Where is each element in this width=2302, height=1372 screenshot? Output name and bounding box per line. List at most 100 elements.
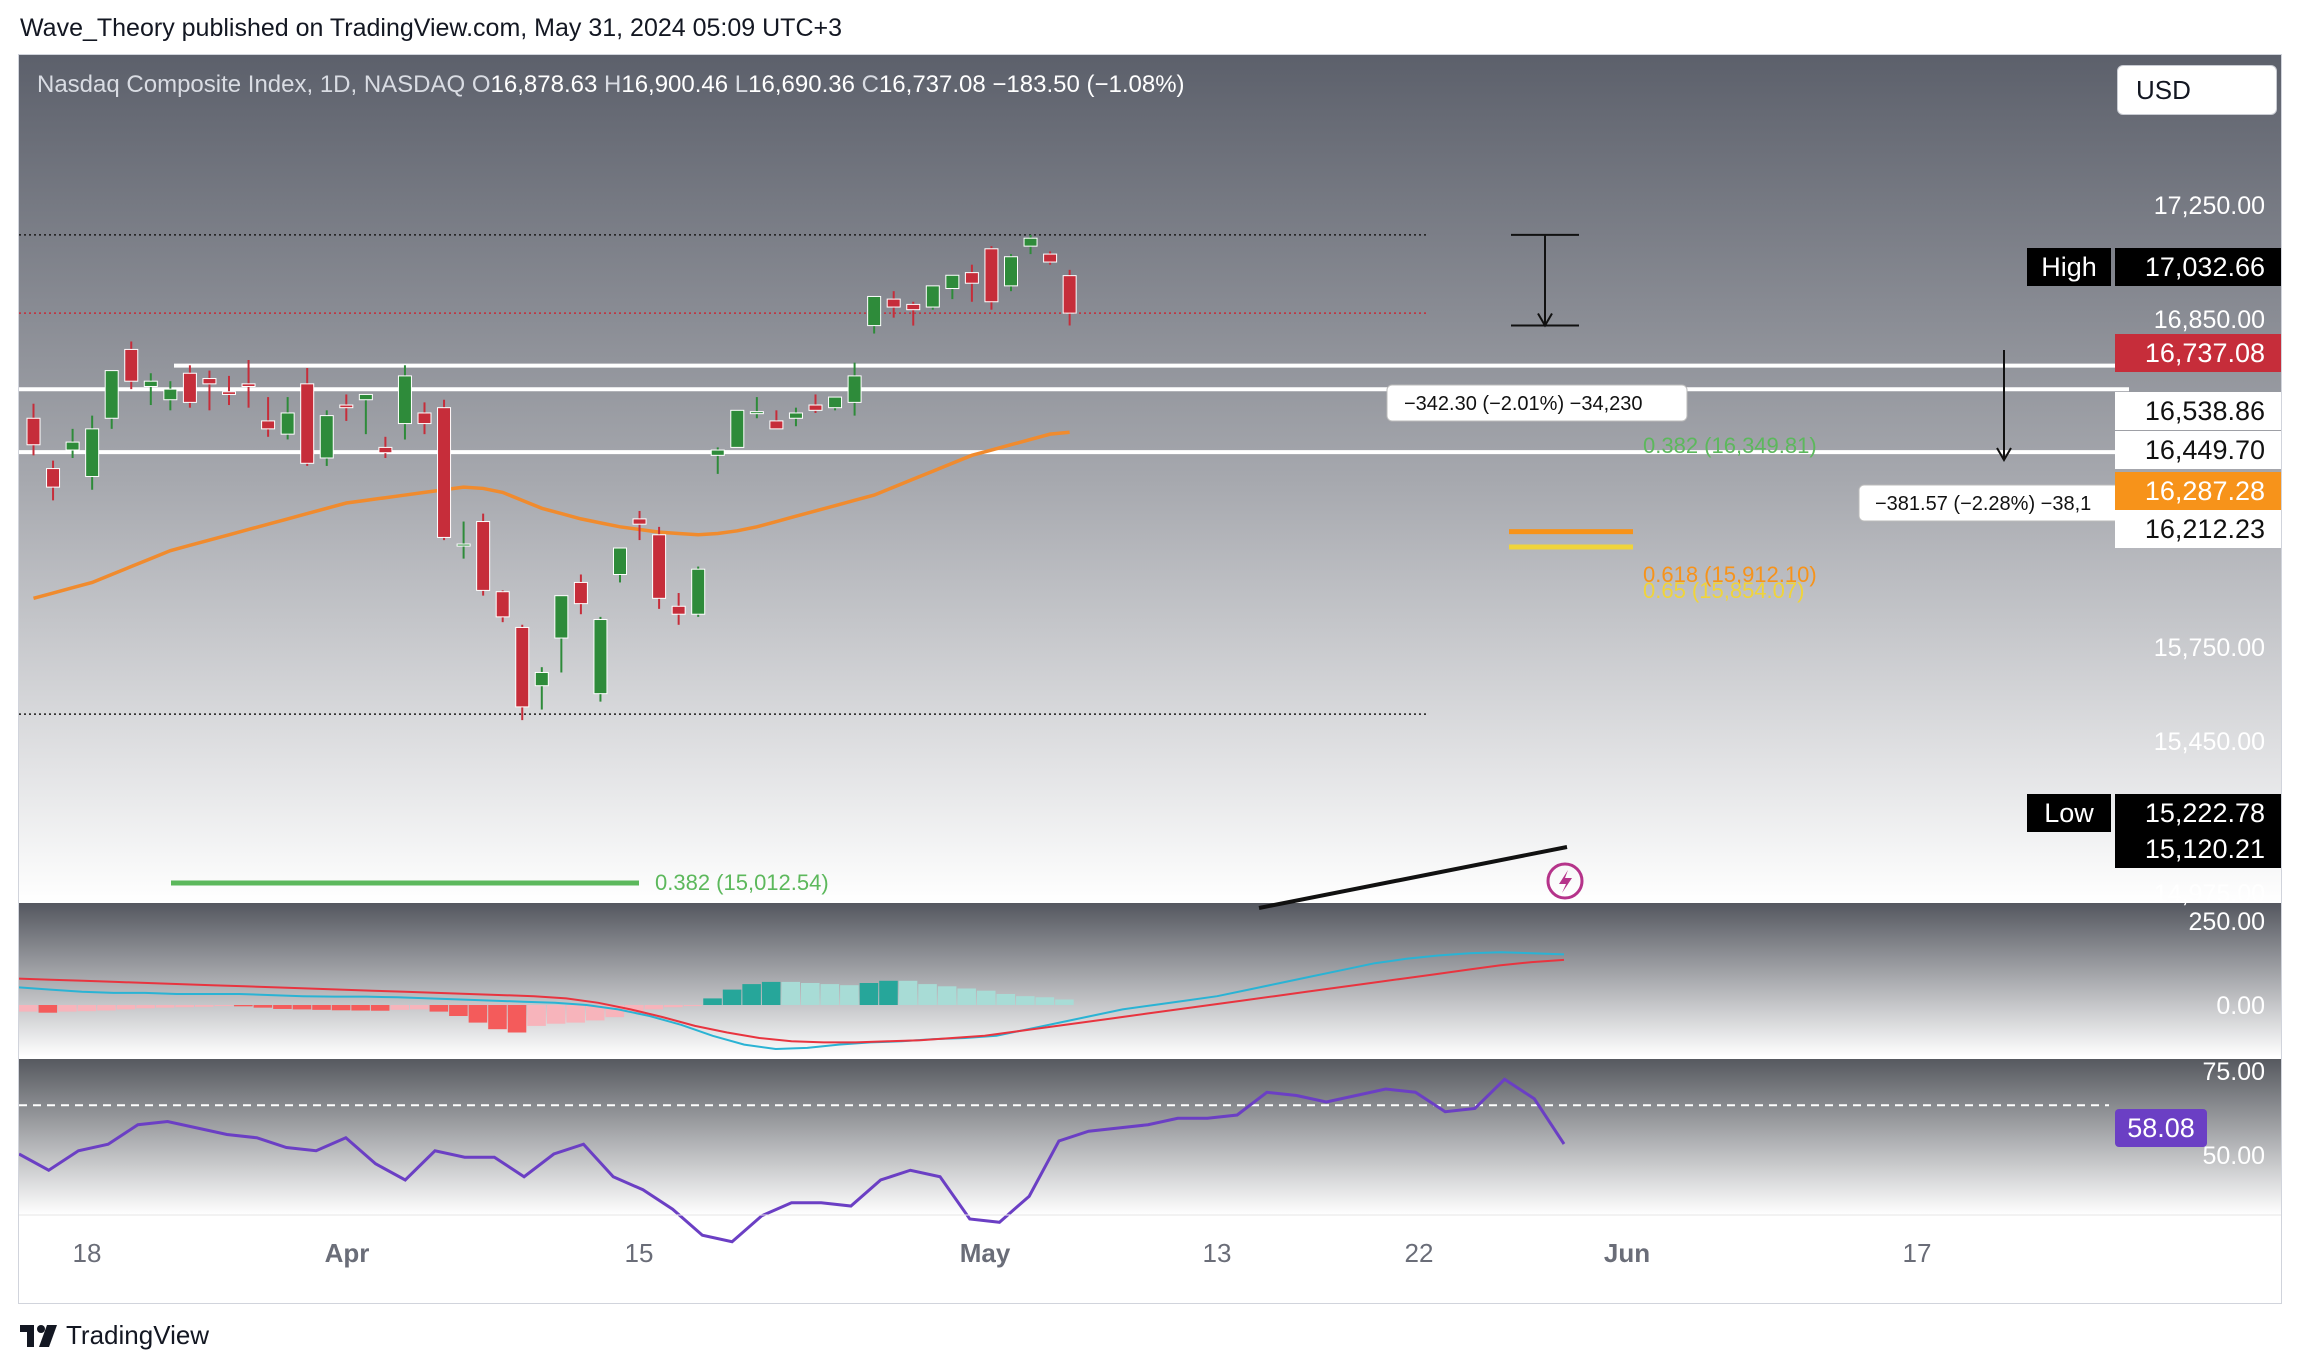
candle-body	[554, 595, 569, 639]
lightning-icon	[1546, 862, 1584, 900]
price-tag-value: 16,449.70	[2145, 435, 2265, 465]
candle-body	[847, 375, 862, 403]
time-tick-label: 18	[73, 1238, 102, 1268]
macd-histogram-bar	[429, 1005, 449, 1012]
candle-body	[906, 303, 921, 311]
candle-body	[1043, 253, 1058, 263]
macd-histogram-bar	[312, 1005, 331, 1010]
tradingview-logo[interactable]: TradingView	[20, 1320, 209, 1351]
candle-body	[85, 428, 100, 478]
candle-body	[788, 412, 803, 419]
time-tick-label: Apr	[325, 1238, 370, 1268]
candles-layer	[26, 234, 1077, 721]
macd-tick-label: 250.00	[2189, 908, 2265, 936]
macd-histogram-bar	[996, 994, 1016, 1005]
macd-histogram-bar	[370, 1005, 390, 1011]
macd-histogram-bar	[937, 986, 957, 1005]
close-label: C	[861, 71, 879, 98]
macd-histogram-bar	[468, 1005, 488, 1023]
macd-histogram-bar	[194, 1005, 214, 1007]
macd-histogram-bar	[625, 1005, 644, 1013]
price-tag-value: 15,222.78	[2145, 798, 2265, 828]
measure-label-box	[1386, 384, 1688, 422]
horizontal-levels-layer	[19, 234, 2129, 715]
candle-body	[534, 671, 549, 687]
rsi-line	[19, 1077, 1566, 1244]
candle-body	[437, 407, 452, 538]
candle-body	[1023, 237, 1038, 247]
candle-body	[378, 446, 393, 454]
projection-label: −381.57 (−2.28%) −38,1	[1875, 493, 2091, 515]
time-tick-label: 13	[1203, 1238, 1232, 1268]
candle-body	[319, 415, 334, 459]
candle-body	[300, 383, 315, 464]
candle-body	[104, 370, 119, 419]
candle-body	[397, 375, 412, 425]
chart-canvas[interactable]: 0.382 (15,012.54) 0.382 (16,349.81) 0.618 …	[19, 55, 2282, 1304]
candle-body	[593, 619, 608, 695]
macd-histogram-bar	[488, 1005, 507, 1030]
macd-histogram-bar	[1035, 997, 1055, 1005]
candle-body	[46, 468, 61, 488]
candle-body	[867, 295, 882, 327]
candle-body	[808, 404, 823, 411]
candle-body	[261, 420, 276, 430]
macd-histogram-bar	[1016, 996, 1035, 1005]
candle-body	[613, 547, 627, 575]
macd-histogram-bar	[801, 983, 820, 1005]
symbol-title[interactable]: Nasdaq Composite Index, 1D, NASDAQ	[37, 71, 466, 98]
macd-histogram-bar	[58, 1005, 77, 1012]
time-tick-label: 15	[625, 1238, 654, 1268]
price-tag	[2115, 510, 2281, 548]
macd-histogram-bar	[742, 984, 761, 1005]
macd-layer	[19, 951, 1565, 1051]
candle-body	[945, 274, 960, 290]
macd-tick-label: 0.00	[2216, 992, 2265, 1020]
price-tag-label-box	[2027, 794, 2111, 832]
fib-level-label: 0.618 (15,912.10)	[1643, 562, 1817, 587]
macd-histogram-bar	[390, 1005, 409, 1010]
price-tag-value: 16,538.86	[2145, 396, 2265, 426]
macd-histogram-bar	[761, 981, 781, 1005]
open-value: 16,878.63	[490, 71, 598, 98]
fib-level-label: 0.382 (15,012.54)	[655, 870, 829, 895]
fib-level-label: 0.382 (16,349.81)	[1643, 433, 1817, 458]
macd-histogram-bar	[234, 1005, 253, 1007]
candle-body	[749, 411, 764, 415]
candle-body	[163, 388, 178, 401]
currency-button[interactable]: USD	[2117, 65, 2277, 115]
price-tag	[2115, 334, 2281, 372]
price-tag	[2115, 794, 2281, 832]
price-tag-label: Low	[2044, 798, 2094, 828]
macd-histogram-bar	[859, 983, 879, 1005]
projection-arrow-head	[1996, 447, 2012, 462]
macd-histogram-bar	[683, 1005, 703, 1007]
macd-histogram-bar	[253, 1005, 273, 1008]
macd-histogram-bar	[292, 1005, 312, 1010]
price-tick-label: 15,750.00	[2154, 634, 2265, 662]
macd-histogram-bar	[507, 1005, 527, 1033]
macd-histogram-bar	[331, 1005, 351, 1011]
candle-body	[730, 409, 745, 448]
macd-histogram-bar	[273, 1005, 292, 1009]
price-pane-background	[19, 55, 2281, 903]
macd-histogram-bar	[77, 1005, 97, 1012]
lightning-icon-bolt	[1559, 870, 1572, 893]
ohlc-legend: Nasdaq Composite Index, 1D, NASDAQ O16,8…	[37, 71, 1185, 99]
candle-body	[652, 534, 667, 599]
macd-histogram-bar	[703, 998, 722, 1005]
candle-body	[984, 248, 999, 303]
time-tick-label: Jun	[1604, 1238, 1650, 1268]
macd-histogram-bar	[781, 981, 800, 1005]
price-tag	[2115, 830, 2281, 868]
chart-panel[interactable]: 0.382 (15,012.54) 0.382 (16,349.81) 0.618 …	[18, 54, 2282, 1304]
candle-body	[65, 441, 80, 451]
candle-body	[182, 372, 197, 403]
macd-histogram-bar	[116, 1005, 136, 1010]
candle-body	[280, 412, 295, 435]
macd-histogram-bar	[527, 1005, 546, 1026]
price-tick-label: 15,450.00	[2154, 728, 2265, 756]
candle-body	[339, 404, 354, 409]
macd-histogram-bar	[410, 1005, 429, 1010]
candle-body	[710, 449, 725, 456]
